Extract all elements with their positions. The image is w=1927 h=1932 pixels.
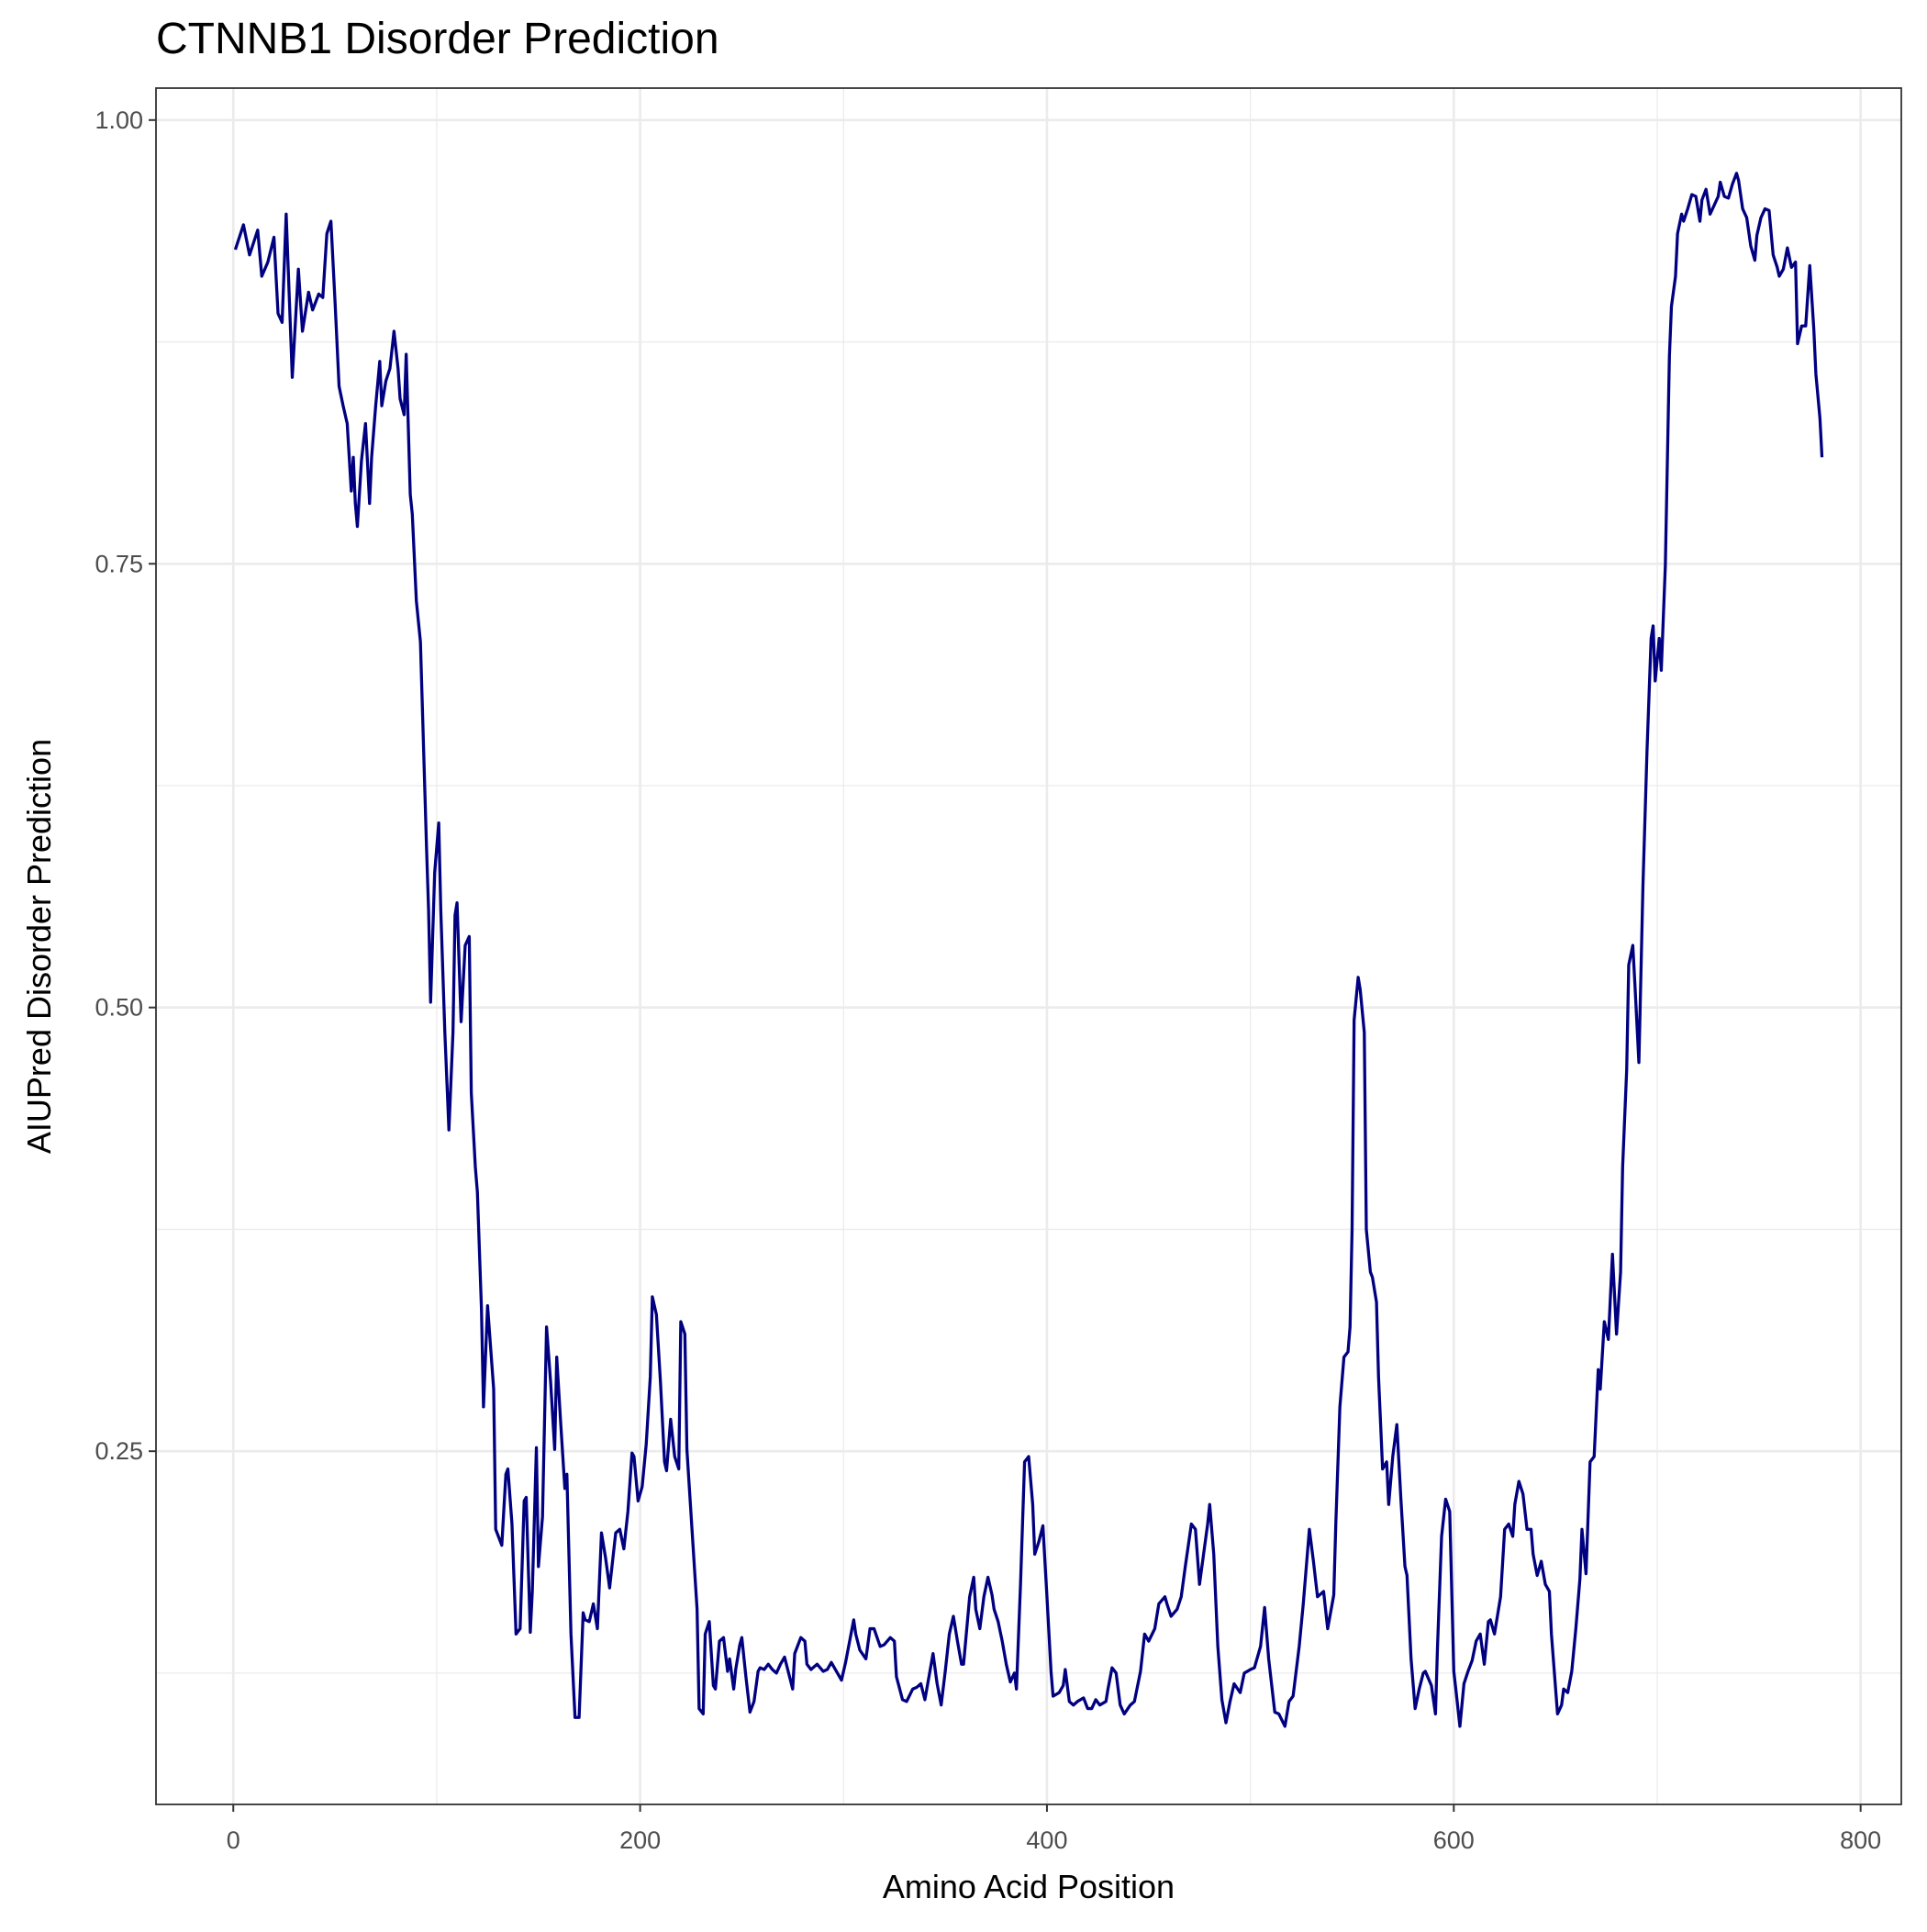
- y-tick-label: 0.75: [95, 550, 143, 577]
- x-tick-label: 600: [1433, 1826, 1475, 1854]
- x-tick-label: 400: [1026, 1826, 1067, 1854]
- plot-area: [149, 87, 1902, 1812]
- panel-border: [155, 87, 1902, 1805]
- x-tick-label: 0: [227, 1826, 240, 1854]
- x-axis-label: Amino Acid Position: [883, 1868, 1175, 1905]
- y-tick-label: 1.00: [95, 106, 143, 134]
- x-tick-label: 800: [1840, 1826, 1881, 1854]
- data-line: [233, 172, 1824, 1728]
- y-tick-label: 0.50: [95, 994, 143, 1022]
- y-tick-label: 0.25: [95, 1437, 143, 1465]
- chart-title: CTNNB1 Disorder Prediction: [156, 15, 719, 63]
- y-axis-label: AIUPred Disorder Prediction: [20, 739, 58, 1154]
- x-tick-label: 200: [619, 1826, 661, 1854]
